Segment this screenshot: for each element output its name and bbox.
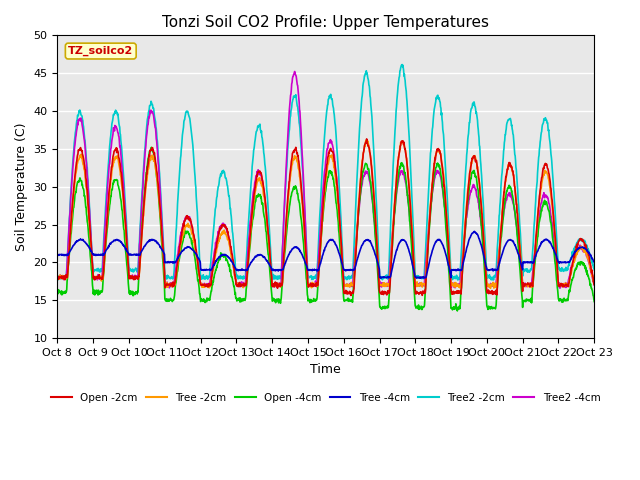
Legend: Open -2cm, Tree -2cm, Open -4cm, Tree -4cm, Tree2 -2cm, Tree2 -4cm: Open -2cm, Tree -2cm, Open -4cm, Tree -4… (47, 389, 605, 407)
Title: Tonzi Soil CO2 Profile: Upper Temperatures: Tonzi Soil CO2 Profile: Upper Temperatur… (163, 15, 490, 30)
X-axis label: Time: Time (310, 363, 341, 376)
Y-axis label: Soil Temperature (C): Soil Temperature (C) (15, 122, 28, 251)
Text: TZ_soilco2: TZ_soilco2 (68, 46, 133, 56)
